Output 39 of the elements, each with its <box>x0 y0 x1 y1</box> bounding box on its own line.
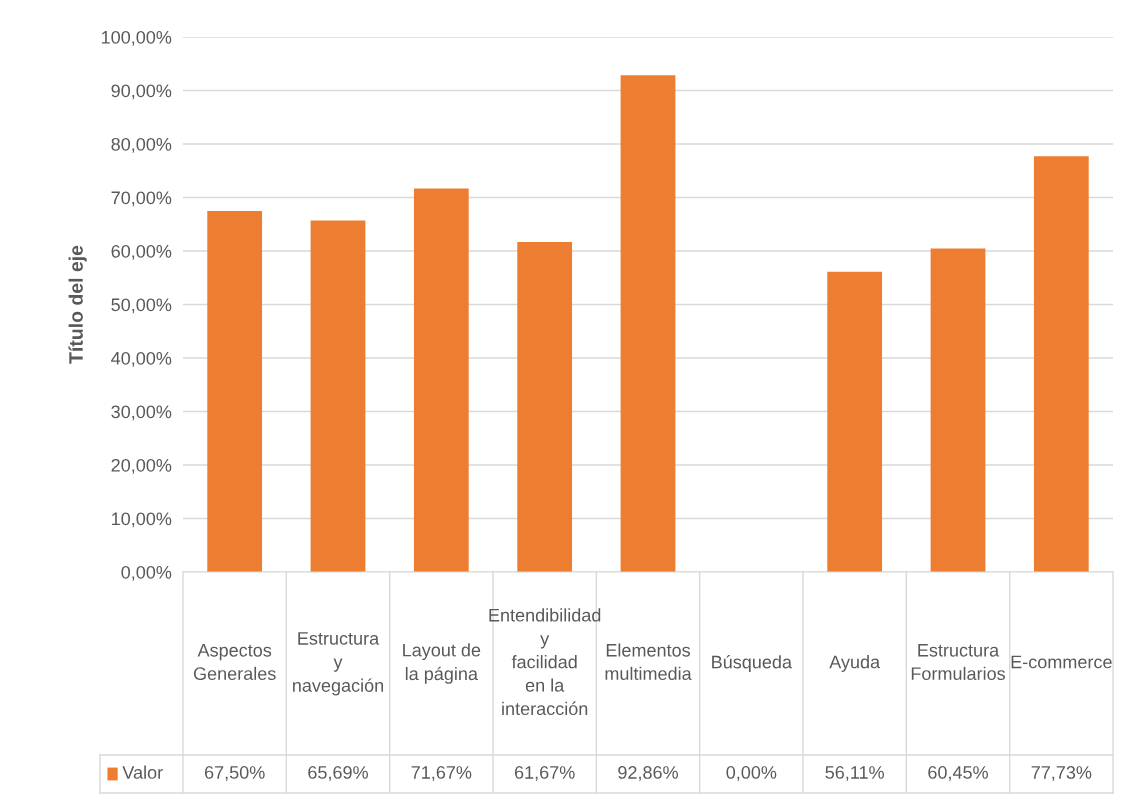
y-tick-label: 100,00% <box>101 30 172 46</box>
x-tick-label: Elementos multimedia <box>605 643 692 681</box>
y-tick-label: 30,00% <box>111 405 172 421</box>
y-tick-label: 80,00% <box>111 137 172 153</box>
x-tick-label: E-commerce <box>1011 655 1112 669</box>
data-label: 0,00% <box>726 766 777 781</box>
x-tick-label: Estructura Formularios <box>911 644 1006 681</box>
y-tick-label: 90,00% <box>111 84 172 100</box>
x-tick-label: Ayuda <box>829 655 881 672</box>
bar <box>413 188 469 572</box>
data-label: 60,45% <box>928 766 988 781</box>
data-label: 61,67% <box>514 766 575 781</box>
x-tick-label: Búsqueda <box>712 654 792 673</box>
y-tick-label: 50,00% <box>111 298 172 314</box>
data-label: 77,73% <box>1031 766 1092 781</box>
bar <box>827 271 883 572</box>
y-tick-label: 10,00% <box>112 512 172 528</box>
legend-label: Valor <box>122 765 163 779</box>
x-tick-label: Layout de la página <box>403 643 481 684</box>
bar <box>207 210 263 572</box>
bar <box>620 75 676 572</box>
bar <box>310 220 366 572</box>
y-tick-label: 20,00% <box>111 458 172 474</box>
bar <box>930 248 986 572</box>
x-tick-label: Aspectos Generales <box>193 644 276 681</box>
data-label: 92,86% <box>618 766 678 781</box>
y-tick-label: 70,00% <box>111 191 172 207</box>
data-label: 65,69% <box>308 766 368 781</box>
y-tick-label: 40,00% <box>111 351 172 367</box>
data-label: 67,50% <box>204 766 265 781</box>
y-tick-label: 0,00% <box>121 565 172 581</box>
data-label: 71,67% <box>411 766 472 781</box>
y-axis-title: Título del eje <box>68 245 87 364</box>
bar <box>1033 156 1089 572</box>
data-label: 56,11% <box>825 766 884 781</box>
x-tick-label: Entendibilidad y facilidad en la interacción <box>489 608 601 716</box>
bar <box>517 242 573 572</box>
y-tick-label: 60,00% <box>111 244 172 260</box>
x-tick-label: Estructura y navegación <box>293 632 384 696</box>
